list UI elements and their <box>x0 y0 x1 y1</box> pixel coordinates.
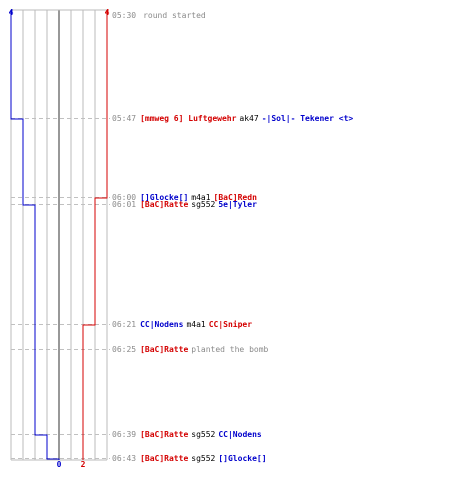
event-time: 06:21 <box>112 320 137 329</box>
victim-name: CC|Nodens <box>218 430 262 439</box>
weapon-name: sg552 <box>191 430 216 439</box>
victim-name: CC|Sniper <box>208 320 253 329</box>
weapon-name: m4a1 <box>186 320 206 329</box>
weapon-name: sg552 <box>191 200 216 209</box>
blue-team-alive-line <box>10 10 60 460</box>
event-time: 06:00 <box>112 193 137 202</box>
event-row: 06:25 [BaC]Ratte planted the bomb <box>112 345 268 355</box>
event-row: 06:01 [BaC]Ratte sg552 5e|Tyler <box>112 200 257 210</box>
killer-name: []Glocke[] <box>140 193 189 202</box>
killer-name: [BaC]Ratte <box>140 200 189 209</box>
event-row: 06:21 CC|Nodens m4a1 CC|Sniper <box>112 320 252 330</box>
event-row: 06:00 []Glocke[] m4a1 [BaC]Redn <box>112 193 257 203</box>
weapon-name: ak47 <box>239 114 259 123</box>
event-time: 06:43 <box>112 454 137 463</box>
event-row: 05:47 [mmweg 6] Luftgewehr ak47 -|Sol|- Tek… <box>112 114 353 124</box>
victim-name: -|Sol|- Tekener <t> <box>261 114 354 123</box>
event-time: 05:47 <box>112 114 137 123</box>
event-time: 06:01 <box>112 200 137 209</box>
event-time: 06:39 <box>112 430 137 439</box>
red-team-alive-line <box>82 10 108 460</box>
victim-name: 5e|Tyler <box>218 200 257 209</box>
red-end-count: 2 <box>81 460 86 469</box>
red-start-count: 4 <box>105 8 110 17</box>
event-time: 05:30 <box>112 11 137 20</box>
event-row: 06:39 [BaC]Ratte sg552 CC|Nodens <box>112 430 262 440</box>
killer-name: [BaC]Ratte <box>140 454 189 463</box>
victim-name: [BaC]Redn <box>213 193 257 202</box>
event-row: 06:43 [BaC]Ratte sg552 []Glocke[] <box>112 454 267 464</box>
player-grid-lines <box>10 9 108 461</box>
killer-name: CC|Nodens <box>140 320 184 329</box>
event-message: planted the bomb <box>191 345 269 354</box>
killer-name: [BaC]Ratte <box>140 430 189 439</box>
event-message: round started <box>143 11 206 20</box>
victim-name: []Glocke[] <box>218 454 267 463</box>
killer-name: [BaC]Ratte <box>140 345 189 354</box>
weapon-name: sg552 <box>191 454 216 463</box>
event-time: 06:25 <box>112 345 137 354</box>
weapon-name: m4a1 <box>191 193 211 202</box>
killer-name: [mmweg 6] Luftgewehr <box>140 114 237 123</box>
blue-end-count: 0 <box>57 460 62 469</box>
event-row: 05:30 round started <box>112 11 206 21</box>
blue-start-count: 4 <box>9 8 14 17</box>
